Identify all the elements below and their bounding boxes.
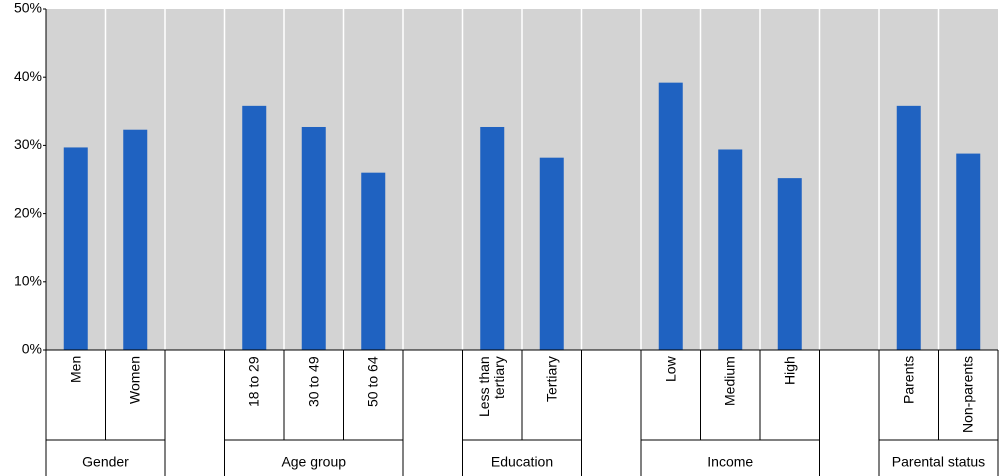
group-label: Age group [281, 454, 346, 470]
y-tick-label: 50% [14, 0, 42, 16]
x-tick-label: 30 to 49 [305, 356, 322, 407]
x-tick-label: Women [126, 356, 143, 404]
bar [539, 157, 564, 350]
bar [896, 105, 921, 351]
bar [301, 126, 326, 351]
x-tick-label: 18 to 29 [245, 356, 262, 407]
bar [718, 149, 743, 350]
x-tick-label: Men [67, 356, 84, 384]
x-tick-label: High [781, 356, 798, 385]
x-tick-label: Less than tertiary [476, 356, 508, 417]
x-tick-label: Medium [721, 356, 738, 406]
bar [658, 82, 683, 350]
bar [63, 147, 88, 350]
group-label: Gender [82, 454, 129, 470]
bar [242, 105, 267, 351]
bar [480, 126, 505, 351]
bar [956, 153, 981, 350]
y-tick-label: 10% [14, 273, 42, 289]
bar [123, 129, 148, 350]
x-tick-label: Low [662, 356, 679, 382]
y-tick-label: 40% [14, 68, 42, 84]
bar [777, 178, 802, 350]
x-tick-label: Parents [900, 356, 917, 405]
group-label: Education [491, 454, 553, 470]
bar [361, 172, 386, 350]
y-tick-label: 0% [22, 341, 42, 357]
y-tick-label: 30% [14, 136, 42, 152]
group-label: Parental status [892, 454, 985, 470]
x-tick-label: Non-parents [959, 356, 976, 434]
y-tick-label: 20% [14, 204, 42, 220]
group-label: Income [707, 454, 753, 470]
x-tick-label: 50 to 64 [364, 356, 381, 407]
x-tick-label: Tertiary [543, 356, 560, 402]
